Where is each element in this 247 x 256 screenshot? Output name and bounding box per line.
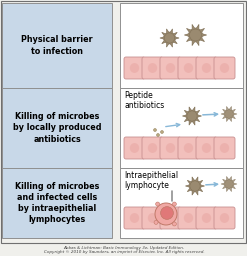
FancyBboxPatch shape — [214, 137, 235, 159]
FancyBboxPatch shape — [196, 137, 217, 159]
Text: Intraepithelial
lymphocyte: Intraepithelial lymphocyte — [124, 171, 178, 190]
Bar — [2, 3, 112, 88]
Text: Peptide
antibiotics: Peptide antibiotics — [124, 91, 164, 110]
Ellipse shape — [130, 143, 139, 153]
Ellipse shape — [166, 143, 175, 153]
FancyBboxPatch shape — [160, 207, 181, 229]
Ellipse shape — [202, 63, 211, 73]
Circle shape — [190, 181, 200, 191]
Polygon shape — [221, 176, 237, 191]
FancyBboxPatch shape — [160, 137, 181, 159]
Bar — [120, 168, 243, 238]
Ellipse shape — [220, 143, 229, 153]
Bar — [120, 88, 243, 168]
FancyBboxPatch shape — [178, 137, 199, 159]
Circle shape — [187, 111, 197, 121]
Polygon shape — [184, 24, 207, 46]
Ellipse shape — [166, 213, 175, 223]
Ellipse shape — [202, 143, 211, 153]
Circle shape — [153, 129, 157, 132]
Circle shape — [172, 202, 176, 206]
FancyBboxPatch shape — [160, 57, 181, 79]
Circle shape — [225, 110, 233, 118]
Circle shape — [225, 180, 233, 188]
FancyBboxPatch shape — [196, 207, 217, 229]
Circle shape — [157, 133, 160, 136]
Circle shape — [155, 203, 177, 225]
FancyBboxPatch shape — [124, 137, 145, 159]
FancyBboxPatch shape — [178, 207, 199, 229]
FancyBboxPatch shape — [142, 137, 163, 159]
Ellipse shape — [148, 143, 157, 153]
Polygon shape — [185, 177, 205, 195]
Ellipse shape — [220, 213, 229, 223]
Ellipse shape — [184, 143, 193, 153]
FancyBboxPatch shape — [214, 57, 235, 79]
Polygon shape — [160, 29, 179, 47]
Circle shape — [154, 220, 158, 224]
Text: Copyright © 2010 by Saunders, an imprint of Elsevier, Inc. All rights reserved.: Copyright © 2010 by Saunders, an imprint… — [44, 250, 204, 254]
Text: Killing of microbes
and infected cells
by intraepithelial
lymphocytes: Killing of microbes and infected cells b… — [15, 182, 99, 224]
Ellipse shape — [148, 213, 157, 223]
Polygon shape — [182, 107, 202, 125]
Circle shape — [172, 222, 176, 226]
Ellipse shape — [184, 63, 193, 73]
Bar — [2, 168, 112, 238]
Ellipse shape — [202, 213, 211, 223]
FancyBboxPatch shape — [196, 57, 217, 79]
Text: Physical barrier
to infection: Physical barrier to infection — [21, 35, 93, 56]
Circle shape — [165, 33, 175, 43]
Circle shape — [156, 202, 160, 206]
Ellipse shape — [130, 213, 139, 223]
Circle shape — [189, 29, 202, 41]
FancyBboxPatch shape — [178, 57, 199, 79]
Circle shape — [161, 207, 173, 219]
FancyBboxPatch shape — [124, 57, 145, 79]
Ellipse shape — [130, 63, 139, 73]
Ellipse shape — [148, 63, 157, 73]
FancyBboxPatch shape — [124, 207, 145, 229]
Text: Abbas & Lichtman: Basic Immunology 3e, Updated Edition.: Abbas & Lichtman: Basic Immunology 3e, U… — [63, 246, 185, 250]
FancyBboxPatch shape — [142, 57, 163, 79]
Ellipse shape — [184, 213, 193, 223]
Ellipse shape — [220, 63, 229, 73]
FancyBboxPatch shape — [214, 207, 235, 229]
Ellipse shape — [166, 63, 175, 73]
FancyBboxPatch shape — [142, 207, 163, 229]
Polygon shape — [221, 106, 237, 122]
Bar — [2, 88, 112, 168]
Bar — [120, 3, 243, 88]
Circle shape — [161, 131, 164, 133]
Text: Killing of microbes
by locally produced
antibiotics: Killing of microbes by locally produced … — [13, 112, 101, 144]
